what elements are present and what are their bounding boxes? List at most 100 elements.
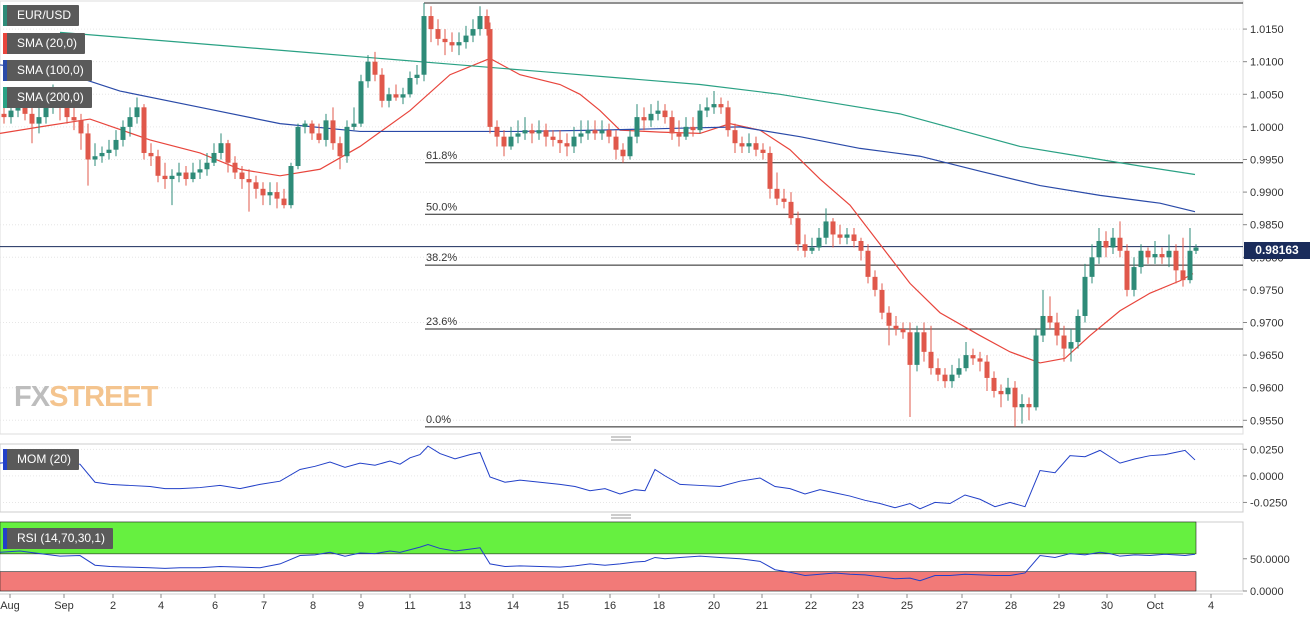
- candle-body: [1012, 387, 1018, 408]
- candle: [879, 283, 885, 320]
- candle: [358, 74, 364, 127]
- candle-body: [613, 136, 619, 150]
- candle-body: [428, 16, 434, 30]
- candle-body: [1180, 270, 1186, 281]
- candle: [669, 110, 675, 140]
- candle: [400, 87, 406, 105]
- candle: [127, 107, 133, 137]
- candle: [928, 325, 934, 375]
- x-tick-label: 9: [358, 600, 364, 612]
- rsi-panel[interactable]: 50.0000 0.0000: [0, 521, 1290, 598]
- candle: [442, 29, 448, 56]
- candle-body: [344, 126, 350, 157]
- candle: [435, 19, 441, 46]
- candle-body: [407, 77, 413, 95]
- candle-body: [197, 169, 203, 173]
- legend-sma200[interactable]: SMA (200,0): [3, 87, 92, 108]
- y-tick-label: 0.9600: [1250, 383, 1284, 395]
- candle-body: [963, 355, 969, 369]
- candle: [267, 182, 273, 206]
- y-tick-label: 1.0050: [1250, 89, 1284, 101]
- fibonacci-label: 23.6%: [426, 316, 457, 328]
- candle: [225, 139, 231, 173]
- candle-body: [288, 166, 294, 206]
- candle: [414, 64, 420, 85]
- candle-body: [753, 143, 759, 150]
- candle: [718, 97, 724, 114]
- candle-body: [176, 172, 182, 176]
- legend-mom[interactable]: MOM (20): [3, 449, 79, 470]
- candle-body: [795, 218, 801, 245]
- candle-body: [470, 29, 476, 36]
- candle-body: [592, 130, 598, 134]
- candle-body: [1138, 250, 1144, 268]
- candle-body: [155, 156, 161, 176]
- candle: [386, 87, 392, 108]
- momentum-panel[interactable]: 0.0250 0.0000 -0.0250: [0, 443, 1287, 513]
- main-price-panel[interactable]: 1.0150 1.0100 1.0050 1.0000 0.9950 0.9900 0.98…: [0, 0, 1284, 435]
- x-tick-label: Oct: [1146, 600, 1163, 612]
- candle-body: [578, 133, 584, 137]
- x-tick-label: 22: [805, 600, 817, 612]
- candle-body: [309, 123, 315, 134]
- candle-body: [669, 117, 675, 134]
- candle-body: [844, 234, 850, 238]
- candle: [477, 6, 483, 36]
- candle: [809, 237, 815, 255]
- x-tick-label: 30: [1101, 600, 1113, 612]
- candle: [120, 120, 126, 147]
- candle: [690, 117, 696, 137]
- candle: [71, 107, 77, 131]
- candle-body: [802, 244, 808, 251]
- candle-body: [935, 368, 941, 375]
- y-tick-label: 1.0000: [1250, 122, 1284, 134]
- candle: [246, 169, 252, 212]
- candle-body: [571, 136, 577, 147]
- candle: [620, 143, 626, 163]
- candle-body: [267, 192, 273, 196]
- candle: [557, 130, 563, 153]
- candle: [1187, 227, 1193, 284]
- candle-body: [599, 130, 605, 134]
- candle-body: [809, 247, 815, 251]
- candle-body: [676, 133, 682, 137]
- candle-body: [648, 113, 654, 121]
- legend-sma100[interactable]: SMA (100,0): [3, 60, 92, 81]
- candle-body: [515, 133, 521, 137]
- legend-symbol[interactable]: EUR/USD: [3, 5, 80, 26]
- candle: [984, 355, 990, 391]
- candle-body: [183, 172, 189, 180]
- candle: [183, 166, 189, 186]
- candle-body: [386, 94, 392, 101]
- candle-body: [662, 110, 668, 118]
- candle: [1096, 227, 1102, 264]
- fibonacci-label: 0.0%: [426, 414, 451, 426]
- legend-sma20[interactable]: SMA (20,0): [3, 33, 86, 54]
- candle: [585, 120, 591, 140]
- x-tick-label: 29: [1053, 600, 1065, 612]
- fibonacci-label: 61.8%: [426, 150, 457, 162]
- candle-body: [393, 94, 399, 98]
- candle: [204, 152, 210, 176]
- candle-body: [494, 126, 500, 137]
- candle-body: [1, 113, 7, 118]
- sma-line-200: [59, 31, 1196, 176]
- candle-body: [414, 74, 420, 78]
- candle: [162, 162, 168, 189]
- legend-rsi[interactable]: RSI (14,70,30,1): [3, 528, 114, 549]
- candle-body: [351, 123, 357, 127]
- candle-body: [120, 126, 126, 140]
- candle: [1005, 377, 1011, 401]
- candle: [823, 208, 829, 245]
- candle: [337, 136, 343, 170]
- candle-body: [879, 289, 885, 313]
- candle: [508, 126, 514, 150]
- candle: [711, 91, 717, 114]
- candle: [449, 32, 455, 52]
- candle-body: [211, 152, 217, 163]
- y-tick-label: 1.0100: [1250, 57, 1284, 69]
- candle: [309, 120, 315, 140]
- candle-body: [36, 117, 42, 124]
- candle: [515, 120, 521, 144]
